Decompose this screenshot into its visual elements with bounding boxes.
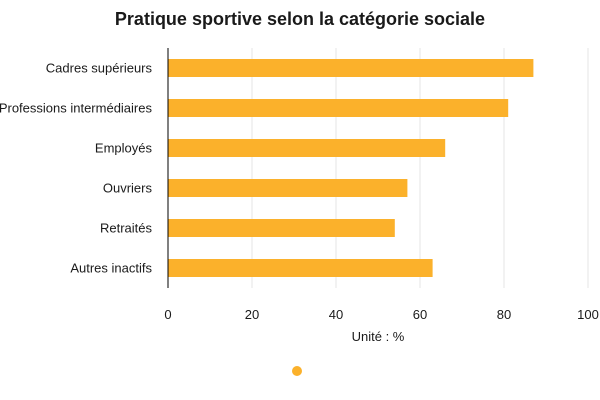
bar[interactable] xyxy=(168,139,446,157)
category-label: Ouvriers xyxy=(103,181,153,196)
category-label: Professions intermédiaires xyxy=(0,101,152,116)
bar[interactable] xyxy=(168,219,395,237)
category-labels: Cadres supérieurs Professions intermédiai… xyxy=(0,61,153,276)
bar[interactable] xyxy=(168,259,433,277)
x-tick-label: 20 xyxy=(245,307,259,322)
category-label: Employés xyxy=(95,141,153,156)
x-tick-label: 60 xyxy=(413,307,427,322)
x-tick-labels: 0 20 40 60 80 100 xyxy=(164,307,598,322)
x-tick-label: 0 xyxy=(164,307,171,322)
x-tick-label: 40 xyxy=(329,307,343,322)
x-axis-label: Unité : % xyxy=(352,329,405,344)
bars xyxy=(168,59,534,277)
bar[interactable] xyxy=(168,99,509,117)
category-label: Cadres supérieurs xyxy=(46,61,153,76)
chart-title: Pratique sportive selon la catégorie soc… xyxy=(115,9,485,29)
legend-marker[interactable] xyxy=(292,366,302,376)
x-tick-label: 100 xyxy=(577,307,599,322)
category-label: Autres inactifs xyxy=(70,261,152,276)
category-label: Retraités xyxy=(100,221,153,236)
bar[interactable] xyxy=(168,59,534,77)
x-tick-label: 80 xyxy=(497,307,511,322)
bar[interactable] xyxy=(168,179,408,197)
grid-lines xyxy=(251,48,589,288)
